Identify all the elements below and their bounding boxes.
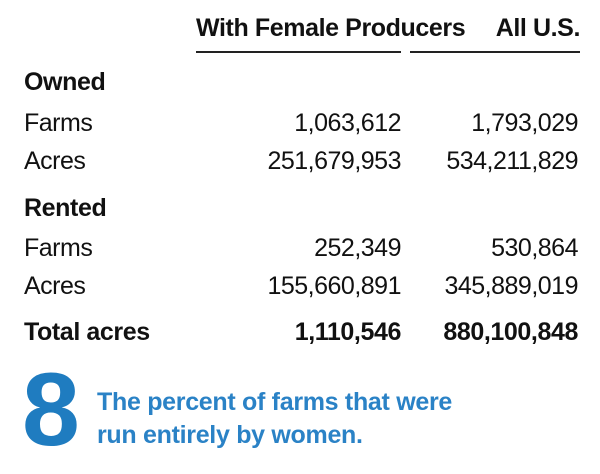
column-header-female-producers: With Female Producers (196, 14, 466, 42)
value-all-us: 880,100,848 (443, 318, 578, 346)
value-all-us: 345,889,019 (444, 272, 578, 300)
table-row-rented-farms: Farms 252,349 530,864 (0, 234, 600, 268)
table-row-total-acres: Total acres 1,110,546 880,100,848 (0, 318, 600, 352)
callout-line: run entirely by women. (97, 421, 363, 449)
value-female-producers: 252,349 (314, 234, 401, 262)
column-header-underline (410, 51, 580, 53)
table-row-rented-acres: Acres 155,660,891 345,889,019 (0, 272, 600, 306)
table-row-owned-acres: Acres 251,679,953 534,211,829 (0, 147, 600, 181)
value-female-producers: 155,660,891 (267, 272, 401, 300)
row-label: Acres (24, 272, 86, 300)
value-all-us: 1,793,029 (471, 109, 578, 137)
column-header-all-us: All U.S. (495, 14, 581, 42)
column-header-underline (196, 51, 401, 53)
value-female-producers: 1,063,612 (294, 109, 401, 137)
table-row-owned-farms: Farms 1,063,612 1,793,029 (0, 109, 600, 143)
callout-big-number: 8 (22, 352, 80, 468)
callout-text: The percent of farms that were run entir… (97, 386, 567, 452)
value-all-us: 530,864 (491, 234, 578, 262)
section-title-rented: Rented (24, 194, 107, 222)
row-label: Total acres (24, 318, 150, 346)
row-label: Acres (24, 147, 86, 175)
value-all-us: 534,211,829 (446, 147, 578, 175)
section-title-owned: Owned (24, 68, 106, 96)
value-female-producers: 1,110,546 (294, 318, 402, 346)
row-label: Farms (24, 109, 93, 137)
callout-line: The percent of farms that were (97, 388, 452, 416)
row-label: Farms (24, 234, 93, 262)
value-female-producers: 251,679,953 (267, 147, 401, 175)
